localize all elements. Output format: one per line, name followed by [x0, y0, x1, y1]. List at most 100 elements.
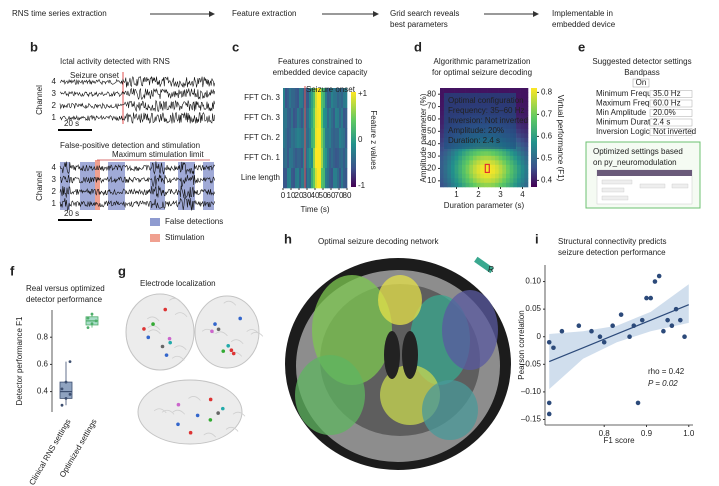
heat-cell [469, 178, 474, 183]
heat-cell [440, 101, 444, 107]
heat-cell [476, 164, 481, 170]
heat-cell [443, 155, 448, 161]
heat-cell [337, 88, 340, 109]
panel-title: Structural connectivity predicts [558, 237, 667, 246]
heat-cell [517, 128, 521, 134]
heat-cell [440, 106, 444, 111]
panel-title: Suggested detector settings [592, 57, 691, 66]
colorbar-tick-label: +1 [358, 89, 368, 98]
heat-cell [451, 182, 455, 188]
optimum-marker [484, 163, 490, 174]
heat-cell [480, 88, 485, 93]
y-tick-label: 10 [427, 176, 436, 185]
heat-cell [462, 151, 466, 156]
x-tick-label: 80 [343, 191, 352, 200]
heat-cell [469, 88, 474, 93]
heat-cell [447, 88, 452, 93]
heat-cell [517, 182, 521, 188]
heat-cell [462, 155, 466, 161]
false-detection [108, 162, 125, 210]
heat-cell [440, 119, 444, 125]
heat-cell [451, 160, 455, 165]
heat-cell [509, 151, 514, 156]
heat-cell [465, 178, 470, 183]
heat-cell [345, 88, 348, 109]
heat-cell [491, 155, 496, 161]
heat-cell [321, 128, 324, 149]
y-tick-label: –0.05 [521, 359, 542, 368]
heat-cell [462, 160, 466, 165]
colorbar-label: Virtual performance (F1) [556, 95, 565, 182]
heat-cell [498, 169, 503, 174]
point [60, 403, 64, 407]
heat-cell [469, 169, 474, 174]
heat-cell [517, 146, 521, 152]
heat-cell [520, 178, 525, 183]
heat-cell [335, 108, 338, 129]
panel-letter: d [414, 39, 422, 54]
heat-cell [487, 182, 492, 188]
row-label: FFT Ch. 1 [244, 153, 280, 162]
heat-cell [458, 169, 463, 174]
heat-cell [520, 160, 525, 165]
scatter-point [639, 317, 645, 323]
gyrus [223, 300, 237, 306]
heat-cell [303, 108, 306, 129]
heat-cell [297, 168, 300, 189]
heat-cell [440, 124, 444, 129]
scatter-point [635, 400, 641, 406]
gyrus [172, 409, 186, 415]
heat-cell [333, 148, 336, 169]
heat-cell [283, 148, 286, 169]
heat-cell [325, 168, 328, 189]
heat-cell [443, 151, 448, 156]
heat-cell [319, 168, 322, 189]
heat-cell [451, 178, 455, 183]
annotation: Maximum stimulation limit [112, 150, 204, 159]
electrode [168, 340, 172, 345]
heat-cell [480, 151, 485, 156]
heat-cell [465, 169, 470, 174]
colorbar-tick-label: 0.5 [541, 154, 553, 163]
heat-cell [321, 168, 324, 189]
heat-cell [498, 178, 503, 183]
setting-label: Inversion Logic [596, 127, 650, 136]
heat-cell [327, 128, 330, 149]
gyrus [188, 396, 201, 401]
heat-cell [293, 88, 296, 109]
scatter-point [546, 400, 552, 406]
electrode [208, 418, 213, 422]
heat-cell [465, 164, 470, 170]
panel-letter: c [232, 39, 239, 54]
heat-cell [451, 169, 455, 174]
heat-cell [480, 155, 485, 161]
heat-cell [487, 155, 492, 161]
heat-cell [311, 108, 314, 129]
heat-cell [520, 119, 525, 125]
heat-cell [458, 151, 463, 156]
point [68, 392, 72, 396]
heat-cell [327, 88, 330, 109]
electrode [220, 406, 225, 411]
heat-cell [299, 128, 302, 149]
annotation: Seizure onset [306, 85, 356, 94]
gyrus [215, 331, 228, 337]
heat-cell [495, 169, 499, 174]
orientation-bar [474, 256, 494, 274]
heat-cell [465, 160, 470, 165]
heat-cell [287, 148, 290, 169]
heat-cell [311, 88, 314, 109]
heat-cell [513, 178, 518, 183]
heat-cell [458, 173, 463, 179]
heat-cell [447, 169, 452, 174]
heat-cell [289, 128, 292, 149]
x-tick-label: 1 [454, 190, 459, 199]
heat-cell [295, 168, 298, 189]
heat-cell [480, 160, 485, 165]
heat-cell [458, 155, 463, 161]
heat-cell [517, 164, 521, 170]
colorbar-tick-label: 0.6 [541, 132, 553, 141]
heat-cell [506, 169, 510, 174]
heat-cell [487, 88, 492, 93]
heat-cell [520, 110, 525, 116]
